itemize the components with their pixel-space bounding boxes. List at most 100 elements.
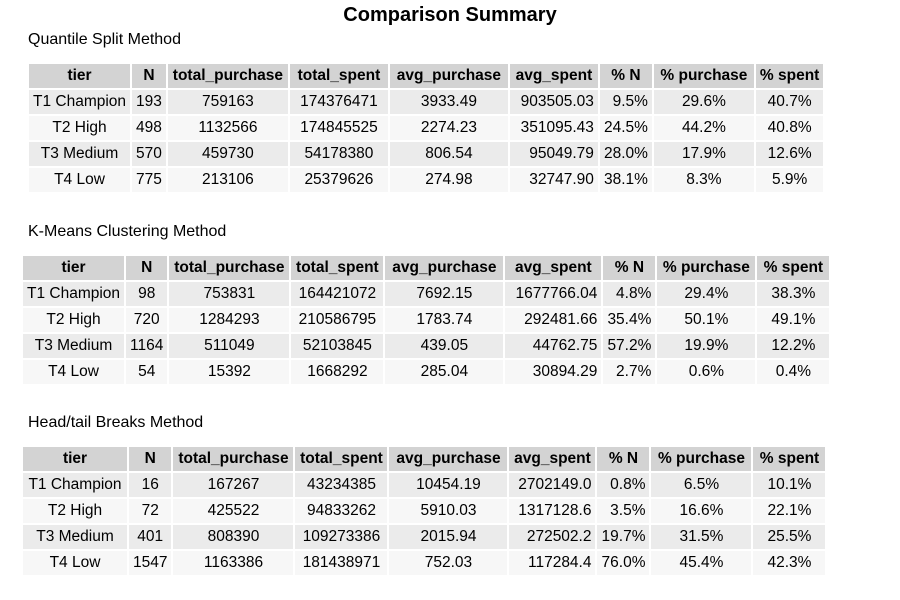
column-header: % N — [599, 64, 652, 88]
table-cell: 10454.19 — [389, 473, 508, 497]
table-cell: 22.1% — [753, 499, 826, 523]
table-cell: 401 — [129, 525, 172, 549]
table-row: T3 Medium 401 808390 109273386 2015.94 2… — [23, 525, 826, 549]
table-cell: 808390 — [173, 525, 294, 549]
table-cell: 28.0% — [599, 142, 652, 166]
table-cell: 174376471 — [289, 90, 388, 114]
table-cell: 5910.03 — [389, 499, 508, 523]
table-cell: 0.4% — [757, 360, 830, 384]
table-cell: 44.2% — [653, 116, 754, 140]
table-cell: 52103845 — [291, 334, 384, 358]
table-cell: 15392 — [169, 360, 290, 384]
column-header: total_spent — [295, 447, 388, 471]
table-cell: T4 Low — [23, 360, 125, 384]
table-cell: 2015.94 — [389, 525, 508, 549]
table-cell: 32747.90 — [509, 168, 598, 192]
table-cell: T1 Champion — [29, 90, 131, 114]
table-cell: T2 High — [23, 308, 125, 332]
column-header: N — [126, 256, 168, 280]
table-cell: 2.7% — [603, 360, 656, 384]
table-cell: 720 — [126, 308, 168, 332]
table-cell: 775 — [132, 168, 166, 192]
table-cell: 3933.49 — [389, 90, 508, 114]
table-cell: 30894.29 — [505, 360, 602, 384]
table-cell: 95049.79 — [509, 142, 598, 166]
table-cell: 40.8% — [755, 116, 824, 140]
table-cell: 425522 — [173, 499, 294, 523]
table-cell: 439.05 — [385, 334, 504, 358]
kmeans-summary-table: tier N total_purchase total_spent avg_pu… — [21, 254, 831, 386]
table-cell: T1 Champion — [23, 473, 127, 497]
table-cell: T4 Low — [29, 168, 131, 192]
table-cell: T3 Medium — [29, 142, 131, 166]
table-row: T1 Champion 193 759163 174376471 3933.49… — [29, 90, 824, 114]
table-cell: T2 High — [29, 116, 131, 140]
table-cell: 25379626 — [289, 168, 388, 192]
table-cell: 210586795 — [291, 308, 384, 332]
table-cell: 174845525 — [289, 116, 388, 140]
table-cell: 8.3% — [653, 168, 754, 192]
table-cell: 24.5% — [599, 116, 652, 140]
column-header: total_spent — [289, 64, 388, 88]
headtail-summary-table: tier N total_purchase total_spent avg_pu… — [21, 445, 827, 577]
table-cell: 16 — [129, 473, 172, 497]
table-cell: 4.8% — [603, 282, 656, 306]
table-cell: 2274.23 — [389, 116, 508, 140]
table-cell: 1163386 — [173, 551, 294, 575]
table-cell: 274.98 — [389, 168, 508, 192]
table-cell: 117284.4 — [509, 551, 596, 575]
table-cell: 76.0% — [597, 551, 650, 575]
table-cell: 6.5% — [651, 473, 752, 497]
column-header: % N — [603, 256, 656, 280]
table-cell: 10.1% — [753, 473, 826, 497]
column-header: tier — [23, 256, 125, 280]
table-cell: T2 High — [23, 499, 127, 523]
column-header: avg_purchase — [389, 447, 508, 471]
column-header: % purchase — [653, 64, 754, 88]
table-cell: 98 — [126, 282, 168, 306]
table-cell: 459730 — [167, 142, 288, 166]
table-cell: 109273386 — [295, 525, 388, 549]
table-cell: 1317128.6 — [509, 499, 596, 523]
column-header: tier — [29, 64, 131, 88]
table-cell: 54178380 — [289, 142, 388, 166]
table-cell: 19.7% — [597, 525, 650, 549]
table-cell: 40.7% — [755, 90, 824, 114]
table-cell: 753831 — [169, 282, 290, 306]
table-cell: 0.6% — [657, 360, 756, 384]
table-cell: 25.5% — [753, 525, 826, 549]
table-row: T2 High 720 1284293 210586795 1783.74 29… — [23, 308, 830, 332]
table-cell: 12.6% — [755, 142, 824, 166]
table-cell: 29.6% — [653, 90, 754, 114]
table-cell: 759163 — [167, 90, 288, 114]
table-cell: 31.5% — [651, 525, 752, 549]
table-cell: 167267 — [173, 473, 294, 497]
table-cell: 752.03 — [389, 551, 508, 575]
table-cell: 570 — [132, 142, 166, 166]
column-header: % spent — [755, 64, 824, 88]
table-cell: 16.6% — [651, 499, 752, 523]
table-row: T1 Champion 16 167267 43234385 10454.19 … — [23, 473, 826, 497]
table-cell: 44762.75 — [505, 334, 602, 358]
table-cell: 1668292 — [291, 360, 384, 384]
table-cell: 19.9% — [657, 334, 756, 358]
table-cell: 38.3% — [757, 282, 830, 306]
table-cell: 1547 — [129, 551, 172, 575]
table-cell: 292481.66 — [505, 308, 602, 332]
column-header: avg_purchase — [389, 64, 508, 88]
table-cell: 42.3% — [753, 551, 826, 575]
table-cell: 12.2% — [757, 334, 830, 358]
table-cell: 511049 — [169, 334, 290, 358]
table-header-row: tier N total_purchase total_spent avg_pu… — [23, 256, 830, 280]
table-cell: 285.04 — [385, 360, 504, 384]
column-header: tier — [23, 447, 127, 471]
table-cell: 806.54 — [389, 142, 508, 166]
column-header: total_spent — [291, 256, 384, 280]
table-row: T3 Medium 570 459730 54178380 806.54 950… — [29, 142, 824, 166]
table-cell: 50.1% — [657, 308, 756, 332]
table-cell: 7692.15 — [385, 282, 504, 306]
table-cell: 3.5% — [597, 499, 650, 523]
table-cell: T1 Champion — [23, 282, 125, 306]
table-cell: T4 Low — [23, 551, 127, 575]
table-cell: 94833262 — [295, 499, 388, 523]
